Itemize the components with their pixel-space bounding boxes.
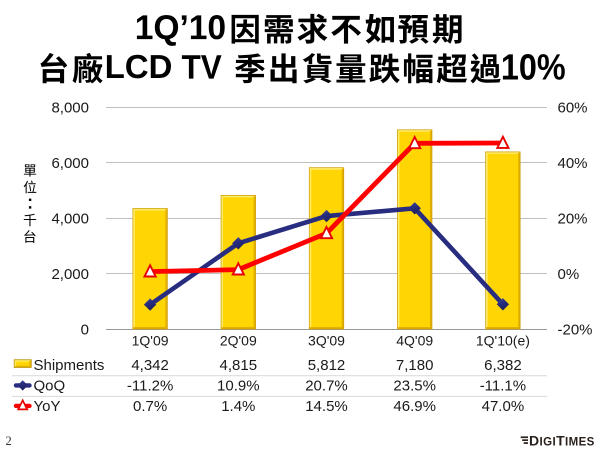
svg-text:-11.2%: -11.2% <box>127 377 173 394</box>
svg-text:DIGITIMES: DIGITIMES <box>529 433 595 449</box>
svg-text:8,000: 8,000 <box>51 99 89 116</box>
svg-text:0.7%: 0.7% <box>133 398 167 415</box>
svg-text:40%: 40% <box>558 155 588 172</box>
svg-text:-20%: -20% <box>558 321 593 338</box>
svg-text:23.5%: 23.5% <box>393 377 436 394</box>
svg-text:46.9%: 46.9% <box>393 398 436 415</box>
svg-text:2: 2 <box>6 434 12 448</box>
svg-text:-11.1%: -11.1% <box>480 377 526 394</box>
svg-text:4Q'09: 4Q'09 <box>396 332 433 348</box>
svg-text:3Q'09: 3Q'09 <box>308 332 345 348</box>
svg-text:0: 0 <box>81 321 89 338</box>
svg-text:YoY: YoY <box>34 398 61 415</box>
svg-text:1Q'09: 1Q'09 <box>132 332 169 348</box>
svg-text:4,342: 4,342 <box>131 357 169 374</box>
svg-text:60%: 60% <box>558 99 588 116</box>
svg-text:5,812: 5,812 <box>308 357 346 374</box>
svg-text:47.0%: 47.0% <box>482 398 525 415</box>
svg-text:1Q'10(e): 1Q'10(e) <box>476 332 530 348</box>
svg-text:4,000: 4,000 <box>51 210 89 227</box>
svg-text:2Q'09: 2Q'09 <box>220 332 257 348</box>
svg-text:10.9%: 10.9% <box>217 377 260 394</box>
svg-text:20.7%: 20.7% <box>305 377 348 394</box>
svg-text:6,382: 6,382 <box>484 357 522 374</box>
svg-text:7,180: 7,180 <box>396 357 434 374</box>
svg-text:4,815: 4,815 <box>220 357 258 374</box>
svg-text:20%: 20% <box>558 210 588 227</box>
svg-text:6,000: 6,000 <box>51 155 89 172</box>
svg-text:2,000: 2,000 <box>51 266 89 283</box>
svg-text:1.4%: 1.4% <box>221 398 255 415</box>
svg-text:Shipments: Shipments <box>34 357 105 374</box>
svg-text:14.5%: 14.5% <box>305 398 348 415</box>
svg-text:0%: 0% <box>558 266 580 283</box>
svg-text:QoQ: QoQ <box>34 377 66 394</box>
